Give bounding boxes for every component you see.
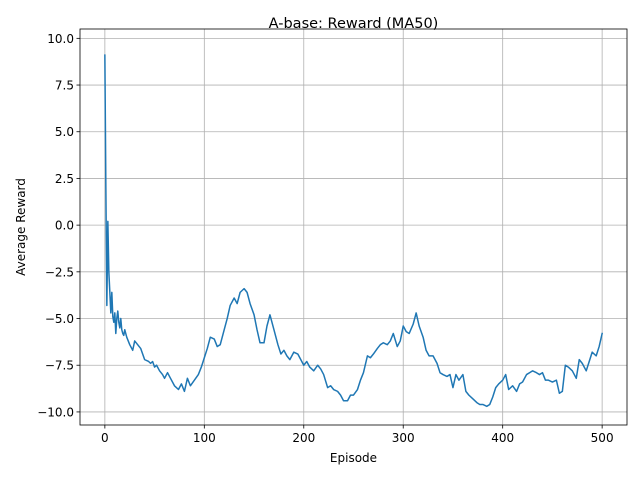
axes-spines [79, 28, 628, 426]
y-tick-label: −5.0 [45, 312, 74, 326]
axes-frame [79, 28, 628, 426]
x-axis-label: Episode [330, 451, 377, 465]
y-tick-label: 0.0 [55, 219, 74, 233]
y-tick-label: 10.0 [47, 32, 74, 46]
y-axis-label: Average Reward [14, 178, 28, 276]
y-tick-label: −10.0 [37, 405, 74, 419]
chart-title: A-base: Reward (MA50) [269, 16, 439, 32]
plot-area [80, 29, 627, 425]
x-tick-label: 300 [392, 431, 415, 445]
x-tick-label: 500 [591, 431, 614, 445]
series-layer [104, 54, 604, 408]
x-axis-ticks: 0 100 200 300 400 500 [101, 425, 614, 445]
y-tick-label: 7.5 [55, 79, 74, 93]
x-tick-label: 200 [292, 431, 315, 445]
x-tick-label: 400 [491, 431, 514, 445]
reward-ma50-line [104, 54, 604, 408]
x-tick-label: 100 [193, 431, 216, 445]
y-tick-label: 2.5 [55, 172, 74, 186]
y-axis-ticks: −10.0 −7.5 −5.0 −2.5 0.0 2.5 5.0 7.5 10.0 [37, 32, 80, 419]
y-tick-label: −2.5 [45, 265, 74, 279]
grid [80, 29, 627, 425]
y-tick-label: −7.5 [45, 359, 74, 373]
x-tick-label: 0 [101, 431, 109, 445]
y-tick-label: 5.0 [55, 125, 74, 139]
